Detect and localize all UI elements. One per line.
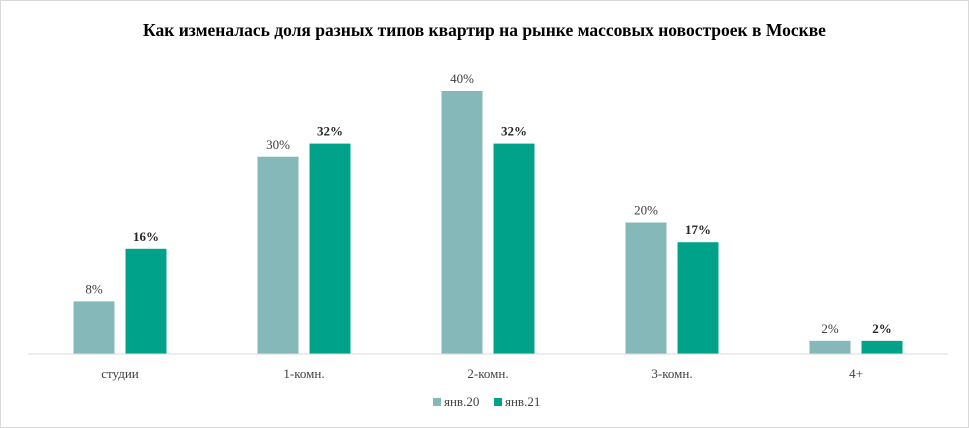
x-tick-label: 3-комн. — [651, 366, 692, 381]
legend-swatch — [494, 398, 502, 406]
data-label: 2% — [821, 321, 839, 336]
bar-s1-4 — [809, 340, 851, 354]
x-tick-label: студии — [101, 366, 139, 381]
data-label: 32% — [501, 124, 527, 139]
data-label: 17% — [685, 222, 711, 237]
legend-label: янв.21 — [505, 394, 540, 409]
legend: янв.20 янв.21 — [433, 394, 540, 409]
bar-s1-2 — [441, 91, 483, 354]
data-label: 16% — [133, 229, 159, 244]
legend-label: янв.20 — [444, 394, 479, 409]
x-tick-label: 1-комн. — [283, 366, 324, 381]
bar-s1-0 — [73, 301, 115, 354]
bar-s1-3 — [625, 222, 667, 354]
chart-title: Как изменалась доля разных типов квартир… — [143, 20, 826, 40]
legend-swatch — [433, 398, 441, 406]
data-label: 32% — [317, 124, 343, 139]
data-label: 40% — [450, 71, 474, 86]
x-tick-label: 4+ — [849, 366, 863, 381]
bar-s2-0 — [125, 248, 167, 354]
bar-s2-4 — [861, 340, 903, 354]
data-label: 20% — [634, 203, 658, 218]
data-label: 8% — [85, 281, 103, 296]
bar-s2-2 — [493, 143, 535, 354]
x-tick-label: 2-комн. — [467, 366, 508, 381]
data-label: 30% — [266, 137, 290, 152]
bar-s2-3 — [677, 242, 719, 354]
bar-s2-1 — [309, 143, 351, 354]
data-label: 2% — [872, 321, 892, 336]
bar-s1-1 — [257, 156, 299, 354]
